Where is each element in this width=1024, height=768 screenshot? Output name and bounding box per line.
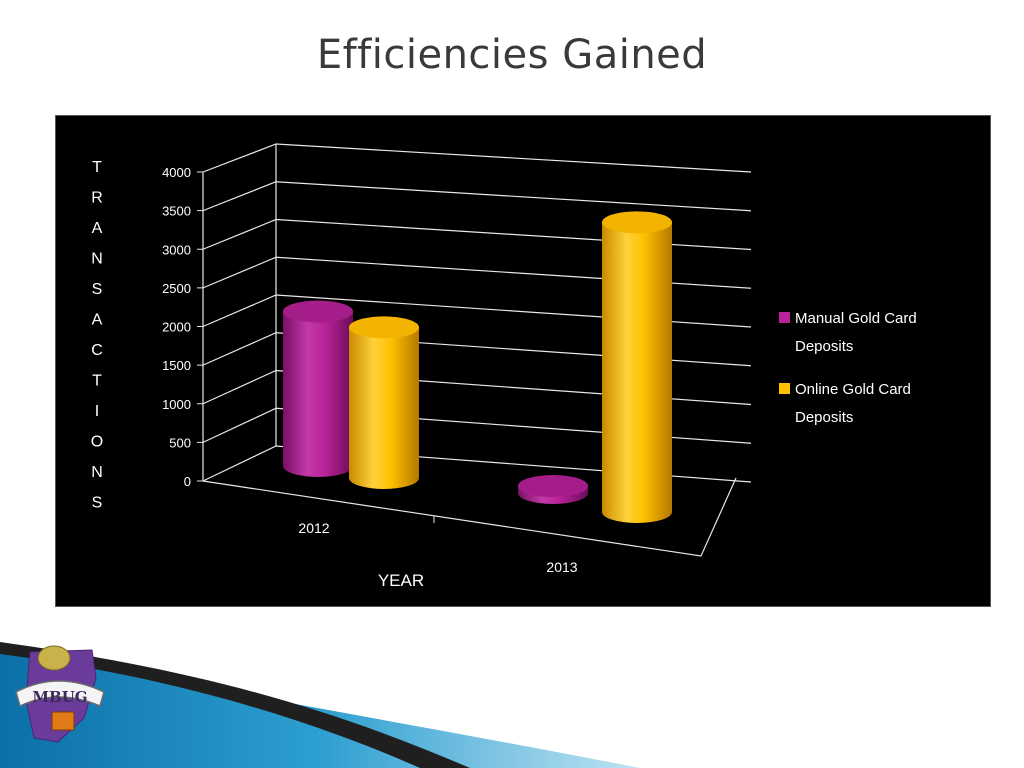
chart-panel: 0 500 1000 1500 2000 2500 3000 3500 4000 T R A N S A C T… — [55, 115, 991, 607]
cylinder-top — [602, 211, 672, 234]
axes — [197, 144, 737, 557]
gridline — [202, 181, 752, 212]
y-tick-label: 1500 — [162, 358, 191, 373]
blue-swoosh — [0, 648, 640, 768]
cylinder-body — [283, 311, 353, 477]
y-axis-title-letter: T — [92, 159, 102, 176]
legend-label: Manual Gold Card Deposits — [795, 310, 917, 355]
x-tick-label: 2013 — [546, 559, 577, 575]
slide-title: Efficiencies Gained — [316, 32, 708, 78]
cylinder-body — [349, 327, 419, 489]
y-axis-title-letter: C — [91, 342, 103, 359]
bar-2012-0 — [283, 300, 353, 477]
legend-label: Online Gold Card Deposits — [795, 381, 911, 426]
y-tick-label: 4000 — [162, 165, 191, 180]
bar-2013-0 — [518, 475, 588, 504]
y-tick-label: 3000 — [162, 242, 191, 257]
y-tick-label: 2000 — [162, 320, 191, 335]
x-axis-title: YEAR — [378, 571, 424, 590]
legend-swatch — [779, 383, 790, 394]
y-axis-title-letter: N — [91, 464, 103, 481]
axis-labels: 05001000150020002500300035004000TRANSACT… — [91, 159, 578, 590]
bar-2013-1 — [602, 211, 672, 523]
y-axis-title-letter: A — [92, 312, 103, 329]
cylinder-top — [283, 300, 353, 323]
legend: Manual Gold Card Deposits Online Gold Card… — [779, 310, 917, 426]
y-axis-title-letter: R — [91, 190, 103, 207]
cylinder-top — [349, 316, 419, 339]
black-swoosh — [0, 642, 470, 768]
y-tick-label: 1000 — [162, 397, 191, 412]
y-axis-title-letter: T — [92, 373, 102, 390]
y-tick-label: 3500 — [162, 204, 191, 219]
floor-edge — [202, 477, 737, 557]
y-tick-label: 500 — [169, 435, 191, 450]
y-tick-label: 0 — [184, 474, 191, 489]
y-axis-title-letter: A — [92, 220, 103, 237]
y-axis-title-letter: I — [95, 403, 99, 420]
bars — [283, 211, 672, 523]
cylinder-body — [602, 222, 672, 523]
chart: 05001000150020002500300035004000TRANSACT… — [91, 143, 917, 590]
footer-decoration: MBUG — [0, 642, 640, 768]
gridline — [202, 143, 752, 173]
x-tick-label: 2012 — [298, 520, 329, 536]
y-axis-title-letter: S — [92, 281, 103, 298]
legend-swatch — [779, 312, 790, 323]
y-tick-label: 2500 — [162, 281, 191, 296]
y-axis-title-letter: N — [91, 251, 103, 268]
bar-2012-1 — [349, 316, 419, 489]
mbug-logo: MBUG — [15, 645, 105, 743]
y-axis-title-letter: O — [91, 434, 103, 451]
y-axis-title-letter: S — [92, 495, 103, 512]
cylinder-top — [518, 475, 588, 497]
logo-text: MBUG — [32, 688, 87, 706]
